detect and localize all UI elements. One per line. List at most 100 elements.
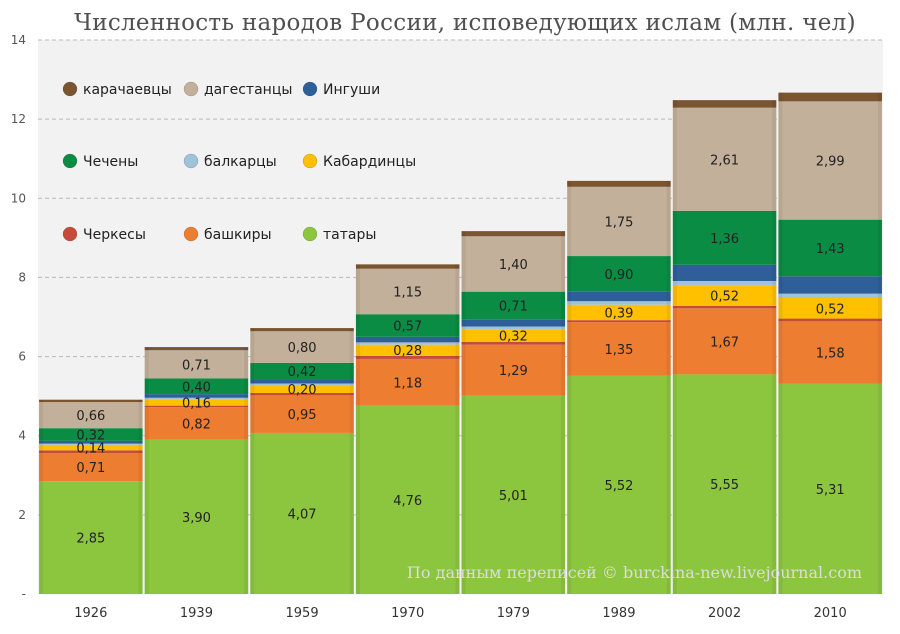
data-label: 5,31 [816,483,845,498]
bar-segment [355,344,460,356]
y-tick-label: 4 [18,429,26,443]
data-label: 0,16 [182,396,211,411]
bar-segment [39,481,143,594]
bar-edge-shade [144,347,149,594]
bar-segment [778,383,882,594]
legend-marker [183,153,199,169]
bar-edge-shade [455,264,460,594]
legend-label: татары [323,227,376,243]
legend-label: Черкесы [83,227,146,243]
bar-segment [39,428,143,441]
bar-segment [778,101,882,220]
y-tick-label: 8 [18,270,26,284]
bar-segment [567,186,671,257]
data-label: 5,52 [604,479,633,494]
bar-edge-shade [349,328,354,594]
x-category-label: 1979 [497,606,530,621]
bar-segment [778,219,882,277]
x-category-label: 2010 [814,606,847,621]
data-label: 0,57 [393,320,422,335]
bar-edge-shade [138,399,143,594]
bar-segment [39,443,143,445]
bar-segment [144,405,249,408]
legend-marker [183,226,199,242]
bar-edge-shade [672,100,677,595]
bar-segment [461,395,566,594]
bar-segment [250,432,354,594]
data-label: 0,66 [76,409,105,424]
bar-segment [250,395,354,433]
x-axis: 1926 1939 1959 1970 1979 1989 2002 2010 [74,606,846,621]
x-category-label: 1926 [74,606,107,621]
bar-segment [672,374,777,594]
bar-segment [250,385,354,393]
bar-edge-shade [778,92,783,594]
bar-segment [355,355,460,359]
legend-marker [183,81,199,97]
legend-marker [62,81,78,97]
bar-segment [250,379,354,384]
bar-segment [355,336,460,343]
bar-segment [778,318,882,322]
bar-edge-shade [244,347,249,594]
bar-segment [39,444,143,451]
data-label: 1,18 [393,376,422,391]
bar-edge-shade [561,231,566,594]
x-category-label: 1970 [391,606,424,621]
bar-segment [672,210,777,265]
legend-label: дагестанцы [204,82,292,98]
x-category-label: 1959 [286,606,319,621]
watermark: По данным переписей © burckina-new.livej… [407,563,862,582]
bar-segment [39,453,143,482]
data-label: 0,32 [499,330,528,345]
data-label: 0,52 [816,302,845,317]
bar-segment [144,378,249,395]
bar-edge-shade [772,100,777,595]
bar-segment [461,231,566,237]
data-label: 0,39 [604,306,633,321]
data-label: 0,20 [288,383,317,398]
legend: карачаевцы дагестанцы Ингуши Чечены балкарцы… [62,81,416,243]
data-label: 4,07 [288,507,317,522]
bar-segment [355,405,460,594]
data-label: 0,90 [604,268,633,283]
data-label: 5,01 [499,489,528,504]
data-label: 0,80 [288,341,317,356]
data-label: 0,71 [76,461,105,476]
data-label: 1,15 [393,285,422,300]
bar-segment [461,236,566,292]
bar-segment [567,322,671,376]
data-label: 1,43 [816,242,845,257]
bar-segment [567,375,671,594]
bar-segment [461,319,566,327]
bar-segment [567,256,671,292]
bar-segment [461,344,566,396]
bar-segment [355,264,460,269]
bar-segment [672,280,777,286]
y-tick-label: - [22,587,26,601]
bar-segment [355,314,460,337]
bar-segment [778,293,882,299]
data-label: 0,42 [288,365,317,380]
bar-segment [144,397,249,400]
data-label: 0,14 [76,442,105,457]
bar-segment [567,291,671,302]
bar-edge-shade [250,328,255,594]
data-label: 2,61 [710,153,739,168]
data-label: 4,76 [393,494,422,509]
data-label: 0,71 [182,358,211,373]
bar-segment [461,291,566,320]
bar-segment [778,276,882,294]
bar-segment [461,326,566,330]
bar-segment [250,362,354,380]
y-tick-label: 12 [11,112,26,126]
bar-segment [144,394,249,398]
bar-segment [355,358,460,406]
bar-segment [39,450,143,454]
bar-edge-shade [461,231,466,594]
bar-segment [461,329,566,342]
bar-edge-shade [39,399,44,594]
y-tick-label: 10 [11,191,26,205]
data-labels: 2,850,710,140,320,663,900,820,160,400,71… [76,153,844,546]
